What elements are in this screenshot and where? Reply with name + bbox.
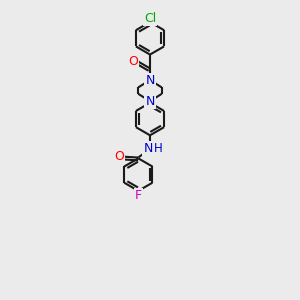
Text: Cl: Cl	[144, 12, 156, 25]
Text: N: N	[145, 95, 155, 108]
Text: O: O	[115, 150, 124, 163]
Text: N: N	[145, 74, 155, 87]
Text: O: O	[128, 55, 138, 68]
Text: H: H	[154, 142, 163, 155]
Text: N: N	[143, 142, 153, 155]
Text: F: F	[135, 189, 142, 203]
